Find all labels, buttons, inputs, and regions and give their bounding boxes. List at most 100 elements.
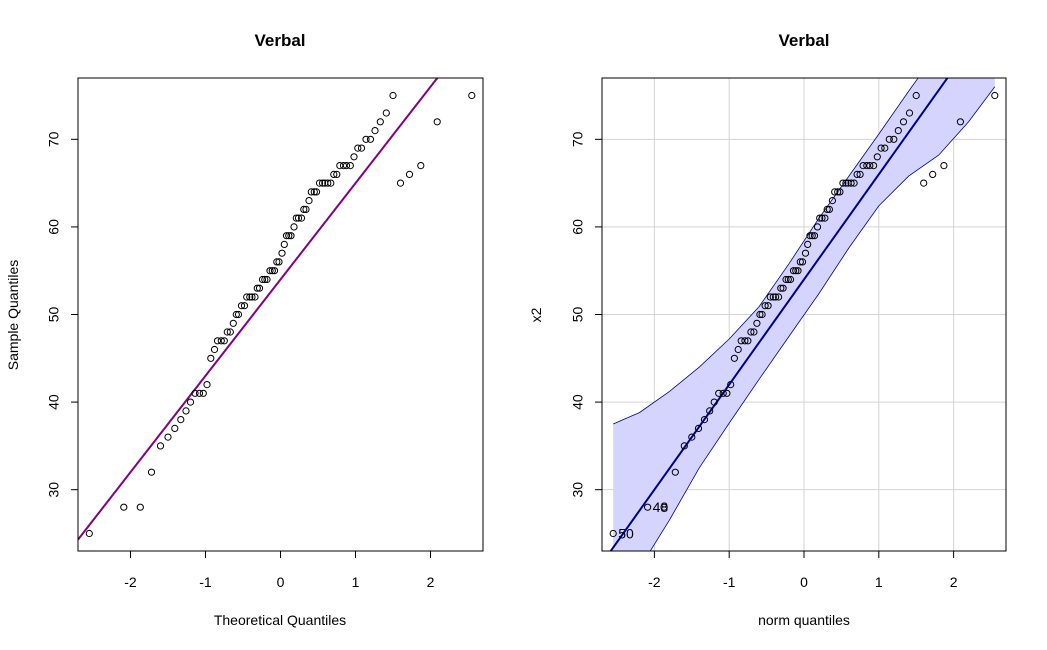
left-data-point [327, 179, 335, 187]
left-data-point [346, 162, 354, 170]
left-data-point [237, 302, 246, 310]
left-data-point [300, 205, 308, 213]
right-data-point [877, 144, 885, 152]
right-point-label: 50 [618, 526, 634, 542]
left-y-tick-label: 60 [46, 219, 62, 235]
right-data-point [644, 503, 652, 511]
left-data-points [85, 91, 476, 538]
right-data-point [723, 389, 731, 397]
left-data-point [339, 162, 348, 170]
right-data-point [758, 310, 766, 319]
right-data-point [782, 275, 790, 284]
left-data-point [312, 188, 321, 196]
left-data-point [342, 162, 351, 170]
right-data-point [810, 232, 819, 240]
right-data-point [818, 214, 826, 222]
left-data-point [213, 337, 222, 345]
right-data-point [806, 232, 814, 240]
right-data-point [873, 153, 881, 161]
left-y-tick-label: 70 [46, 131, 62, 147]
right-data-point [801, 249, 810, 257]
left-data-point [273, 258, 281, 266]
left-data-point [315, 179, 324, 187]
right-data-point [870, 162, 878, 170]
right-data-point [719, 389, 727, 397]
right-y-tick-label: 70 [570, 131, 586, 147]
right-y-tick-label: 30 [570, 482, 586, 498]
right-data-point [789, 267, 798, 275]
right-data-point [710, 398, 718, 406]
left-data-point [217, 337, 225, 345]
right-data-point [825, 205, 834, 213]
left-data-point [136, 503, 144, 511]
right-data-points [609, 91, 999, 538]
left-x-tick-label: -1 [199, 574, 212, 590]
right-data-point [929, 170, 937, 178]
left-data-point [270, 267, 279, 275]
right-point-labels: 50 48 [618, 499, 668, 541]
left-data-point [294, 214, 303, 222]
right-data-point [730, 354, 739, 362]
left-data-point [177, 416, 185, 424]
right-point-label: 48 [653, 499, 669, 515]
right-data-point [753, 319, 761, 327]
right-data-point [747, 328, 755, 336]
left-data-point [210, 345, 219, 354]
right-reference-line [609, 78, 949, 551]
right-envelope-upper-edge [613, 78, 919, 425]
left-data-point [203, 381, 211, 389]
left-y-tick-label: 30 [46, 482, 62, 498]
left-data-point [297, 214, 306, 222]
right-x-tick-label: -1 [723, 574, 736, 590]
left-data-point [223, 328, 231, 336]
left-data-point [376, 118, 384, 126]
right-data-point [804, 240, 812, 248]
right-x-tick-label: 1 [875, 574, 883, 590]
left-data-point [282, 232, 291, 240]
right-data-point [940, 162, 948, 170]
right-data-point [956, 118, 965, 126]
left-data-point [433, 118, 441, 126]
right-data-point [850, 179, 858, 187]
right-data-point [839, 179, 847, 187]
left-reference-line-layer [78, 78, 439, 541]
left-data-point [287, 232, 295, 240]
left-data-point [261, 275, 269, 284]
left-data-point [232, 310, 240, 319]
right-data-point [680, 442, 688, 450]
right-data-point [894, 127, 902, 135]
right-data-point [777, 284, 785, 292]
right-data-point [796, 258, 804, 266]
right-x-tick-label: 0 [800, 574, 808, 590]
left-reference-line [78, 78, 439, 541]
left-data-point [354, 144, 362, 152]
right-y-tick-label: 40 [570, 394, 586, 410]
left-data-point [396, 179, 405, 187]
right-data-point [798, 258, 807, 266]
left-data-point [191, 389, 199, 397]
left-data-point [199, 389, 207, 397]
left-x-axis-ticks: -2 -1 0 1 2 [124, 551, 435, 590]
left-data-point [182, 407, 190, 415]
left-data-point [350, 153, 358, 161]
right-data-point [727, 381, 735, 389]
left-x-tick-label: 0 [277, 574, 285, 590]
right-data-point [750, 328, 758, 336]
right-data-point [856, 170, 864, 178]
right-data-point [734, 345, 742, 354]
right-y-axis-label: x2 [528, 307, 544, 322]
right-data-point [842, 179, 850, 187]
left-data-point [120, 503, 128, 511]
right-data-point [866, 162, 874, 170]
left-data-point [280, 240, 288, 248]
left-data-point [382, 109, 390, 117]
right-data-point [769, 293, 777, 301]
right-data-point [828, 197, 837, 205]
left-y-tick-label: 50 [46, 307, 62, 323]
right-data-point [786, 275, 795, 284]
left-data-point [251, 293, 259, 301]
left-x-tick-label: 2 [427, 574, 435, 590]
left-data-point [278, 249, 286, 257]
right-data-point [761, 302, 769, 310]
